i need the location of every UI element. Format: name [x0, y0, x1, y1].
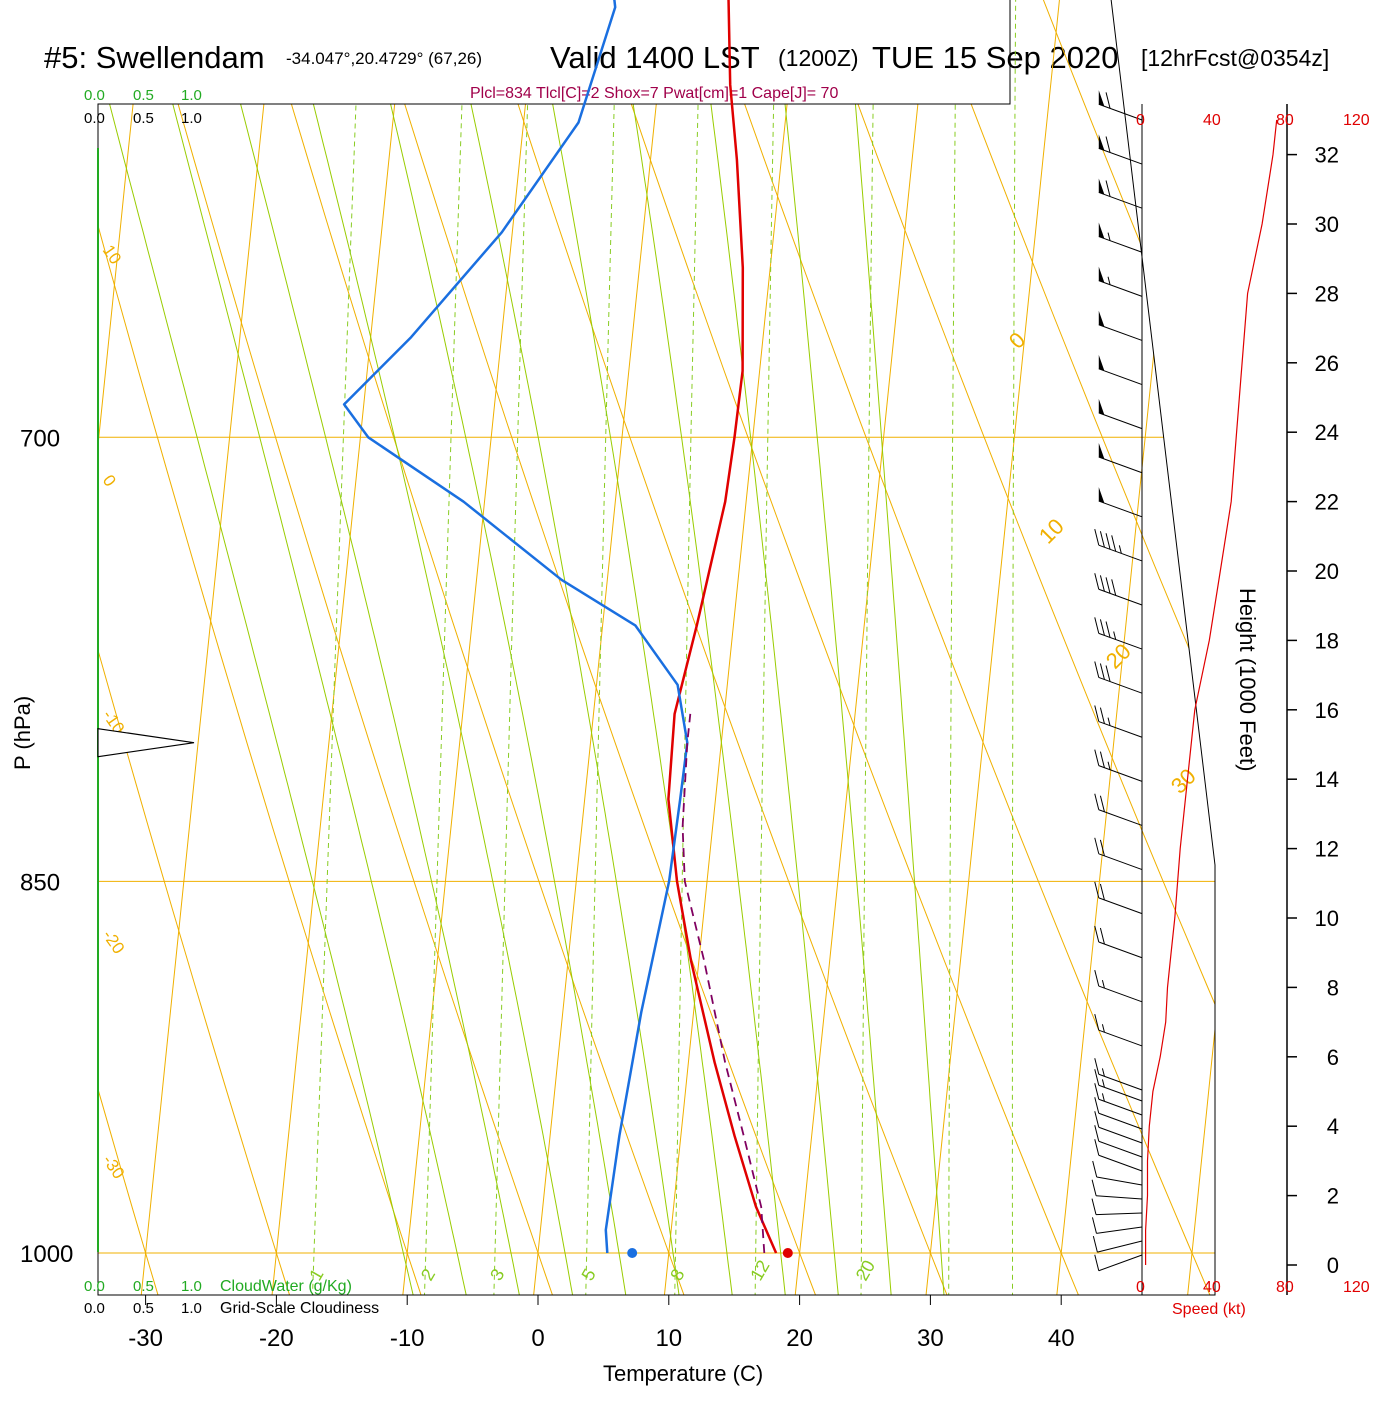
- height-tick-label: 16: [1315, 698, 1339, 723]
- height-tick-label: 20: [1315, 559, 1339, 584]
- surface-temperature-marker: [783, 1248, 793, 1258]
- height-tick-label: 22: [1315, 490, 1339, 515]
- height-tick-label: 12: [1315, 837, 1339, 862]
- cloudwater-tick: 0.5: [133, 87, 154, 104]
- height-tick-label: 4: [1327, 1114, 1339, 1139]
- pressure-tick-label: 1000: [20, 1241, 73, 1268]
- speed-tick: 0: [1136, 112, 1145, 129]
- cloudiness-tick: 0.5: [133, 1300, 154, 1317]
- height-tick-label: 6: [1327, 1045, 1339, 1070]
- cloudwater-tick: 0.5: [133, 1278, 154, 1295]
- cloudwater-tick: 0.0: [84, 1278, 105, 1295]
- height-tick-label: 0: [1327, 1253, 1339, 1278]
- cloudiness-tick: 0.0: [84, 1300, 105, 1317]
- speed-tick: 40: [1203, 1279, 1221, 1296]
- pressure-tick-label: 850: [20, 869, 60, 896]
- temperature-tick-label: -20: [259, 1325, 294, 1352]
- zulu-time: (1200Z): [778, 45, 859, 71]
- height-tick-label: 14: [1315, 767, 1339, 792]
- cloudiness-tick: 1.0: [181, 110, 202, 127]
- speed-tick: 80: [1276, 112, 1294, 129]
- speed-tick: 0: [1136, 1279, 1145, 1296]
- cloudwater-label: CloudWater (g/Kg): [220, 1278, 352, 1295]
- cloudwater-tick: 1.0: [181, 87, 202, 104]
- x-axis-title: Temperature (C): [603, 1361, 763, 1386]
- height-tick-label: 18: [1315, 628, 1339, 653]
- height-tick-label: 28: [1315, 281, 1339, 306]
- cloudiness-tick: 0.5: [133, 110, 154, 127]
- height-tick-label: 10: [1315, 906, 1339, 931]
- height-tick-label: 8: [1327, 975, 1339, 1000]
- forecast-label: [12hrFcst@0354z]: [1141, 45, 1329, 71]
- temperature-tick-label: 0: [531, 1325, 544, 1352]
- height-tick-label: 2: [1327, 1184, 1339, 1209]
- speed-tick: 80: [1276, 1279, 1294, 1296]
- valid-date: TUE 15 Sep 2020: [872, 40, 1118, 75]
- y-axis-title: P (hPa): [10, 696, 35, 770]
- temperature-tick-label: 40: [1048, 1325, 1075, 1352]
- speed-axis-label: Speed (kt): [1172, 1301, 1246, 1318]
- speed-tick: 40: [1203, 112, 1221, 129]
- height-axis-title: Height (1000 Feet): [1235, 588, 1260, 771]
- temperature-tick-label: 20: [786, 1325, 813, 1352]
- surface-dewpoint-marker: [627, 1248, 637, 1258]
- height-tick-label: 24: [1315, 420, 1339, 445]
- cloudwater-tick: 0.0: [84, 87, 105, 104]
- cloudiness-label: Grid-Scale Cloudiness: [220, 1300, 379, 1317]
- height-tick-label: 30: [1315, 212, 1339, 237]
- station-coords: -34.047°,20.4729° (67,26): [286, 49, 482, 68]
- sounding-indices: Plcl=834 Tlcl[C]=2 Shox=7 Pwat[cm]=1 Cap…: [470, 85, 838, 102]
- speed-tick: 120: [1343, 112, 1370, 129]
- temperature-tick-label: 30: [917, 1325, 944, 1352]
- height-tick-label: 26: [1315, 351, 1339, 376]
- cloudiness-tick: 0.0: [84, 110, 105, 127]
- temperature-tick-label: 10: [655, 1325, 682, 1352]
- height-tick-label: 32: [1315, 143, 1339, 168]
- temperature-tick-label: -10: [390, 1325, 425, 1352]
- pressure-tick-label: 700: [20, 425, 60, 452]
- station-title: #5: Swellendam: [44, 40, 265, 75]
- cloudiness-tick: 1.0: [181, 1300, 202, 1317]
- temperature-tick-label: -30: [128, 1325, 163, 1352]
- cloudwater-tick: 1.0: [181, 1278, 202, 1295]
- speed-tick: 120: [1343, 1279, 1370, 1296]
